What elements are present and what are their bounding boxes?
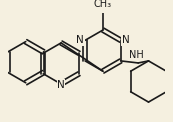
Text: CH₃: CH₃ xyxy=(94,0,112,9)
Text: N: N xyxy=(57,80,65,90)
Text: N: N xyxy=(76,35,84,45)
Text: NH: NH xyxy=(129,50,144,60)
Text: N: N xyxy=(122,35,129,45)
